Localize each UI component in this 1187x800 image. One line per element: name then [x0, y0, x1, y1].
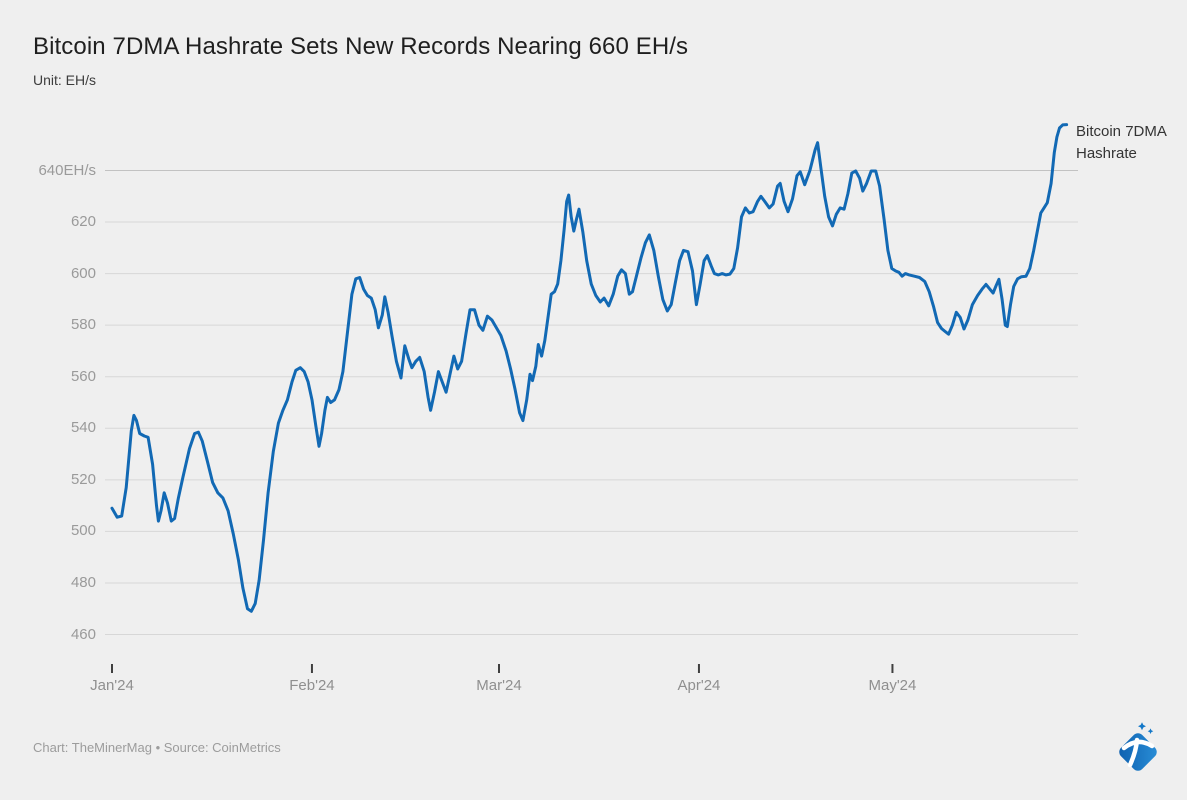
x-tick-label: Apr'24	[677, 677, 721, 694]
y-tick-label: 560	[70, 367, 96, 385]
y-tick-label: 620	[70, 213, 96, 231]
x-tick-label: May'24	[868, 677, 917, 694]
hashrate-line	[110, 123, 1069, 613]
y-tick-label: 580	[70, 316, 96, 334]
chart-title: Bitcoin 7DMA Hashrate Sets New Records N…	[33, 33, 689, 60]
x-tick-label: Mar'24	[476, 677, 522, 694]
y-tick-label: 600	[70, 264, 96, 282]
y-tick-label: 460	[70, 625, 96, 643]
y-tick-label: 480	[70, 573, 96, 591]
chart-credit: Chart: TheMinerMag • Source: CoinMetrics	[33, 740, 281, 755]
theminermag-logo	[1107, 716, 1169, 778]
y-tick-label: 640EH/s	[38, 161, 96, 179]
series-legend-label: Bitcoin 7DMA Hashrate	[1076, 123, 1167, 162]
y-tick-label: 500	[70, 522, 96, 540]
chart-subtitle: Unit: EH/s	[33, 72, 97, 88]
y-tick-label: 540	[70, 419, 96, 437]
x-tick-label: Jan'24	[90, 677, 134, 694]
y-tick-label: 520	[70, 470, 96, 488]
pickaxe-diamond-icon	[1119, 722, 1157, 771]
x-tick-label: Feb'24	[289, 677, 335, 694]
